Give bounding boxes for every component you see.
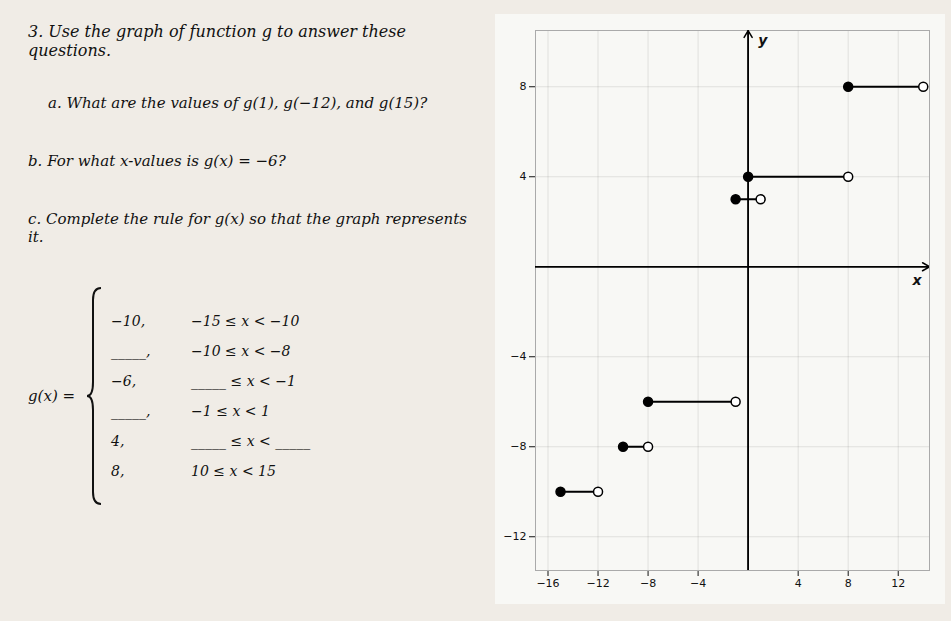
html-text:_____ ≤ x < _____: _____ ≤ x < _____: [191, 433, 311, 449]
html-text:4,: 4,: [111, 433, 125, 449]
svg-text:−12: −12: [586, 577, 609, 590]
svg-text:12: 12: [891, 577, 905, 590]
svg-text:y: y: [758, 32, 768, 48]
svg-text:8: 8: [520, 80, 527, 93]
svg-text:−16: −16: [536, 577, 559, 590]
html-text:−10,: −10,: [111, 313, 146, 329]
svg-text:4: 4: [795, 577, 802, 590]
svg-text:−4: −4: [510, 350, 526, 363]
svg-text:x: x: [911, 272, 922, 288]
html-text:−10 ≤ x < −8: −10 ≤ x < −8: [191, 343, 291, 359]
html-text:_____ ≤ x < −1: _____ ≤ x < −1: [191, 373, 296, 389]
html-text:−15 ≤ x < −10: −15 ≤ x < −10: [191, 313, 300, 329]
svg-text:−8: −8: [510, 440, 526, 453]
svg-text:−12: −12: [503, 530, 526, 543]
html-text:8,: 8,: [111, 463, 125, 479]
html-text:a. What are the values of g(1): a. What are the values of g(1), g(−12), …: [48, 94, 428, 112]
html-text:3. Use the graph of function g: 3. Use the graph of function g to answer…: [28, 22, 406, 60]
svg-text:−8: −8: [640, 577, 656, 590]
html-text:g(x) =: g(x) =: [28, 387, 76, 405]
svg-text:8: 8: [845, 577, 852, 590]
html-text:10 ≤ x < 15: 10 ≤ x < 15: [191, 463, 276, 479]
html-text:−1 ≤ x < 1: −1 ≤ x < 1: [191, 403, 270, 419]
svg-text:−4: −4: [690, 577, 706, 590]
html-text:c. Complete the rule for g(x): c. Complete the rule for g(x) so that th…: [28, 210, 467, 246]
html-text:b. For what x-values is g(x) =: b. For what x-values is g(x) = −6?: [28, 152, 286, 170]
svg-text:4: 4: [520, 170, 527, 183]
html-text:−6,: −6,: [111, 373, 137, 389]
